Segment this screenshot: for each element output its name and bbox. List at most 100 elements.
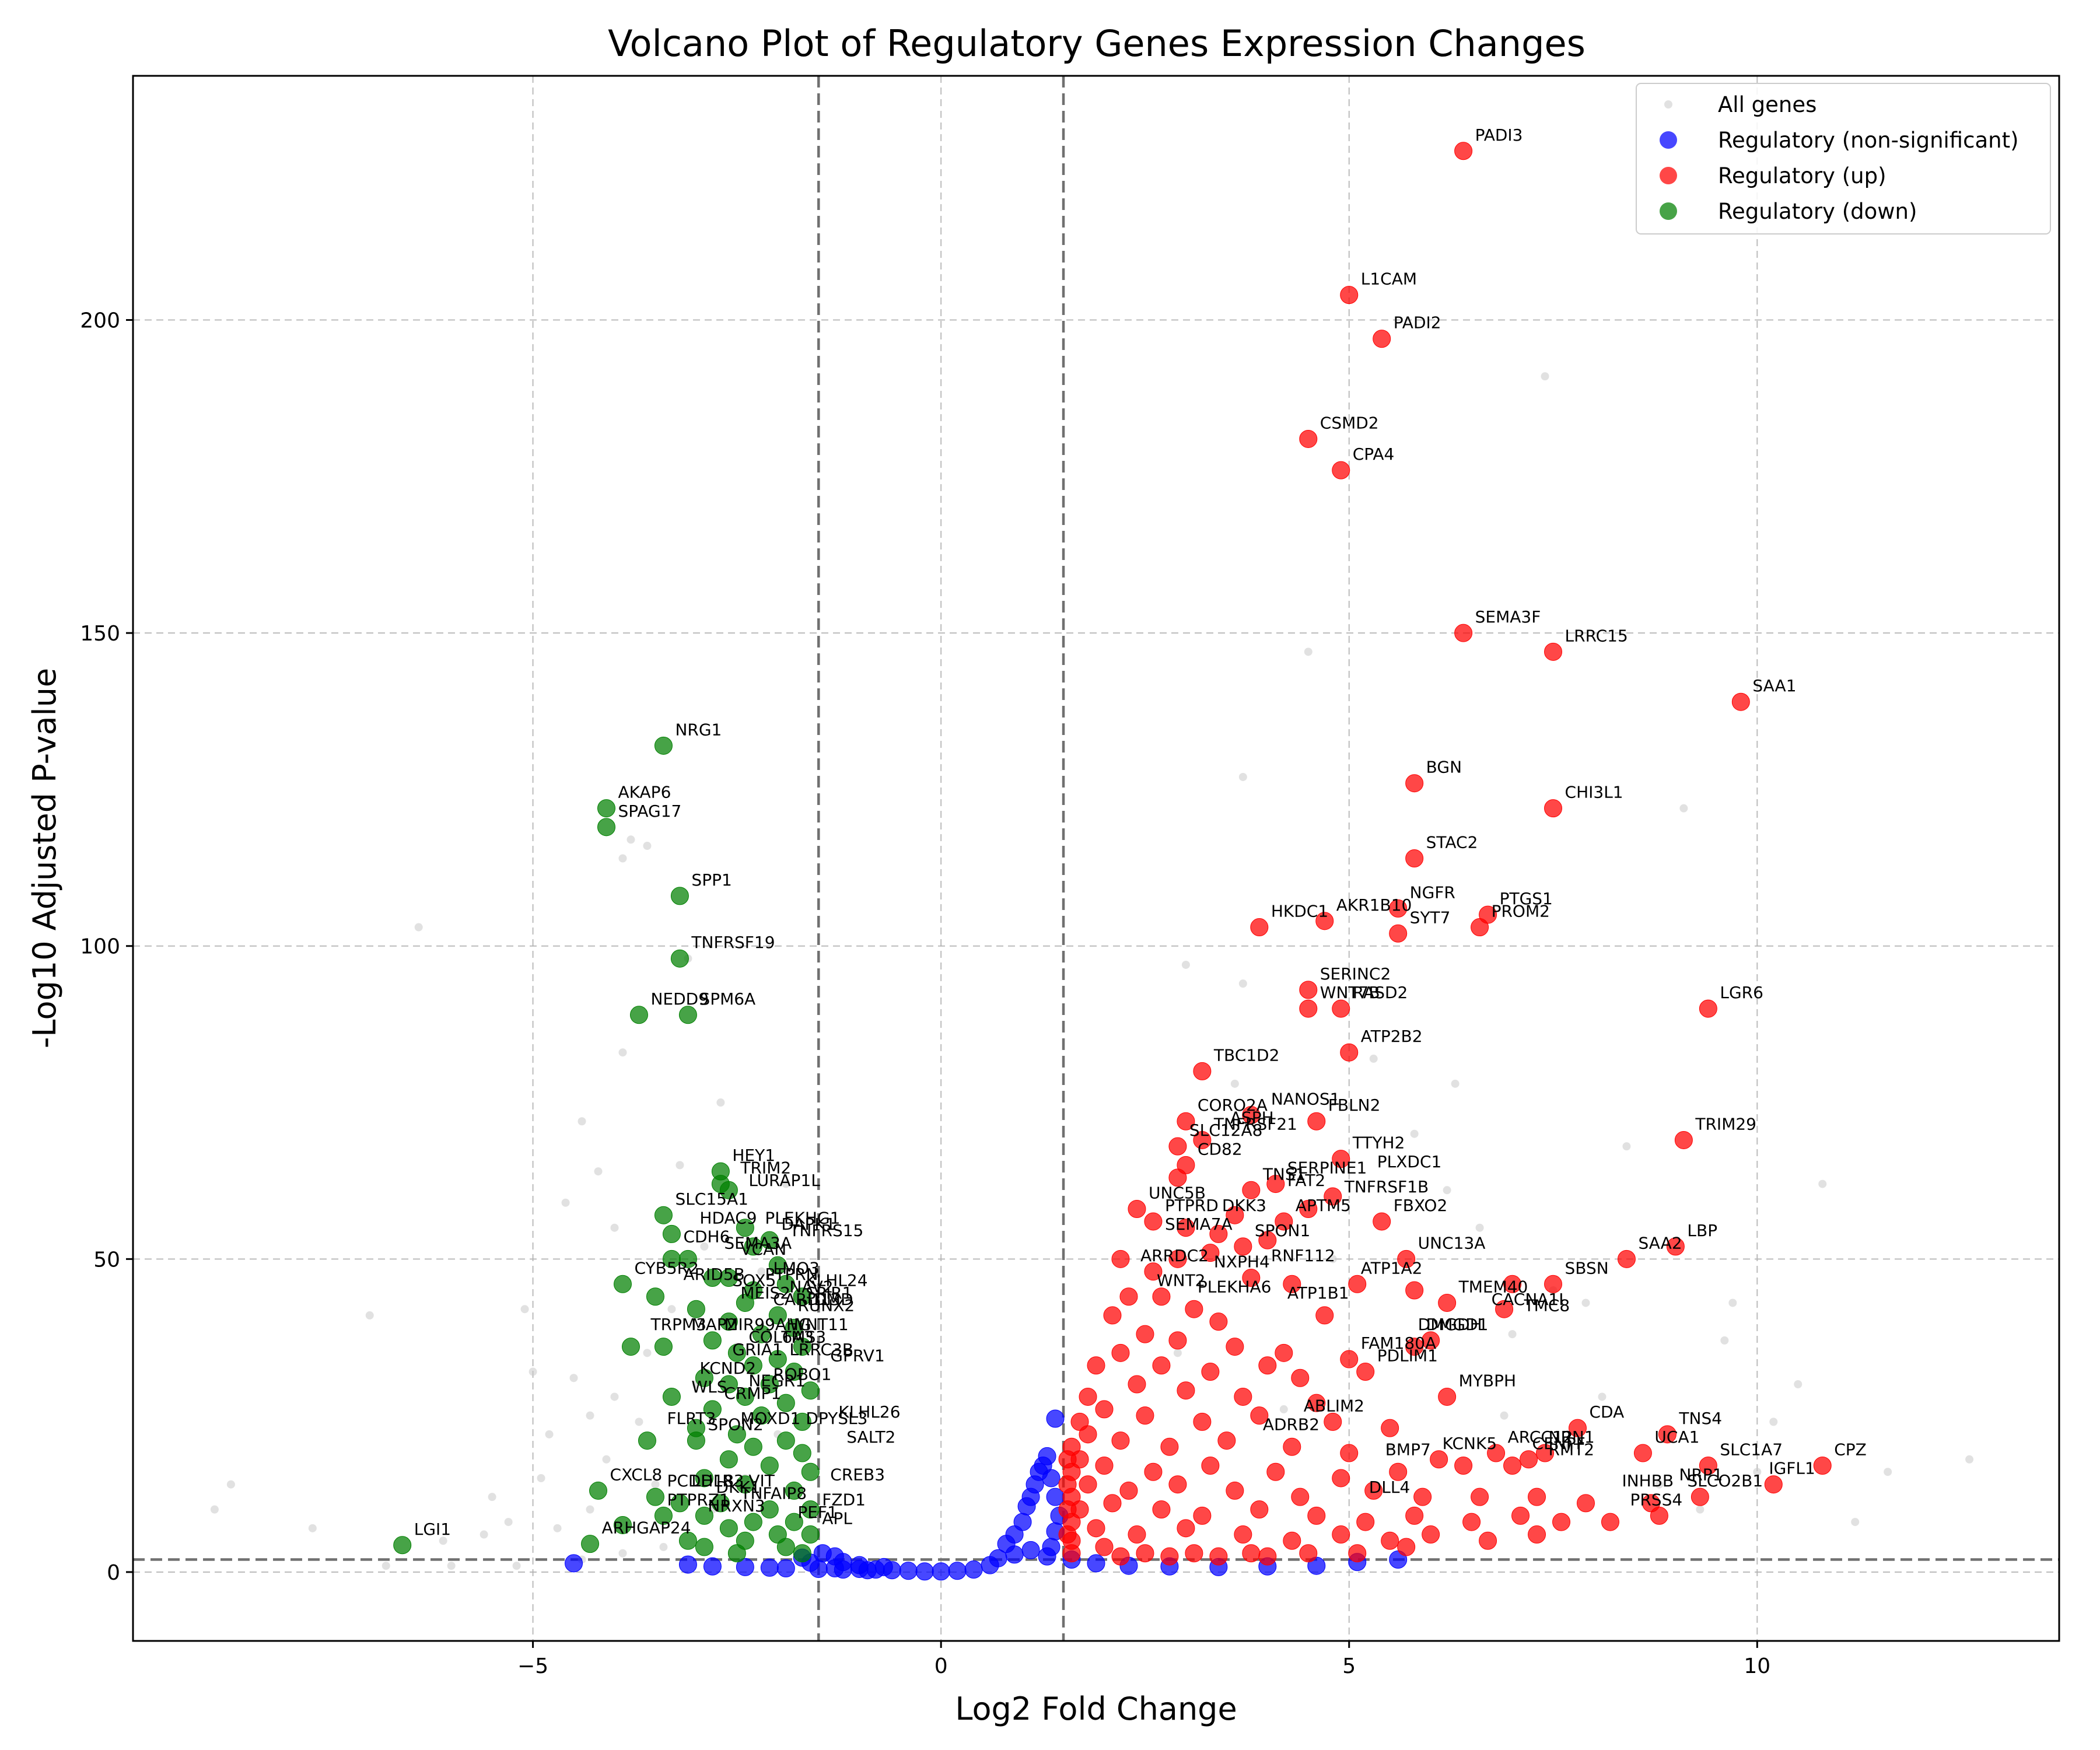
- gene-label: PLXDC1: [1377, 1152, 1442, 1171]
- data-point: [589, 1481, 608, 1500]
- gene-label: UCA1: [1654, 1427, 1699, 1447]
- data-point: [711, 1494, 730, 1513]
- data-point: [703, 1400, 722, 1419]
- gene-label: TNFRSF19: [691, 933, 775, 952]
- gene-label: FLRT3: [667, 1409, 716, 1428]
- data-point: [1283, 1275, 1301, 1293]
- gene-label: NEGR1: [748, 1371, 806, 1390]
- data-point: [744, 1356, 762, 1375]
- data-point: [1042, 1469, 1060, 1488]
- data-point: [695, 1538, 713, 1556]
- gene-label: BGN: [1426, 758, 1462, 777]
- data-point: [793, 1287, 811, 1306]
- x-tick-label: 10: [1744, 1654, 1770, 1678]
- data-point: [1576, 1494, 1595, 1513]
- data-point: [1332, 999, 1350, 1018]
- data-point: [1291, 1488, 1310, 1506]
- data-point: [1173, 1349, 1182, 1357]
- data-point: [1201, 1244, 1220, 1262]
- data-point: [635, 1418, 643, 1426]
- gene-label: SLC15A1: [675, 1189, 748, 1209]
- data-point: [1443, 1186, 1451, 1195]
- data-point: [629, 1006, 648, 1024]
- data-point: [1021, 1541, 1040, 1559]
- data-point: [1095, 1400, 1114, 1419]
- data-point: [1364, 1481, 1383, 1500]
- gene-label: TRIM2: [740, 1158, 791, 1178]
- data-point: [654, 1338, 673, 1356]
- gene-label: APTM5: [1296, 1196, 1351, 1215]
- data-point: [1307, 1394, 1326, 1412]
- gene-label: TMEM40: [1458, 1277, 1528, 1296]
- data-point: [1731, 692, 1750, 711]
- gene-label: FAT2: [1287, 1171, 1325, 1190]
- legend-label: All genes: [1718, 92, 1817, 117]
- gene-label: PTPRD: [1165, 1196, 1219, 1215]
- gene-label: MYBPH: [1459, 1371, 1516, 1390]
- data-point: [1528, 1488, 1546, 1506]
- data-point: [1315, 1306, 1334, 1325]
- gene-label: KLHL24: [806, 1271, 867, 1290]
- data-point: [1217, 1432, 1236, 1450]
- data-point: [1177, 1112, 1195, 1130]
- gene-label: SOX5: [732, 1271, 776, 1290]
- gene-label: SPON2: [708, 1415, 763, 1434]
- gene-label: CSMD2: [1320, 413, 1379, 432]
- data-point: [597, 818, 616, 836]
- data-point: [1617, 1250, 1636, 1268]
- data-point: [1152, 1500, 1171, 1519]
- gene-label: LBP: [1687, 1221, 1717, 1240]
- gene-label: UNC5B: [1149, 1183, 1206, 1202]
- data-point: [1168, 1475, 1187, 1494]
- data-point: [1275, 1343, 1293, 1362]
- data-point: [1422, 1331, 1440, 1350]
- data-point: [678, 1531, 697, 1550]
- data-point: [1528, 1525, 1546, 1544]
- gene-label: TNFAIP8: [740, 1484, 807, 1503]
- gene-label: PCDH18: [667, 1471, 734, 1490]
- data-point: [1405, 1281, 1424, 1300]
- data-point: [1601, 1513, 1619, 1531]
- data-point: [757, 1267, 766, 1276]
- data-point: [785, 1513, 803, 1531]
- gene-label: SEMA3F: [1475, 607, 1541, 626]
- data-point: [1699, 999, 1717, 1018]
- gene-label: SLC1A7: [1720, 1440, 1783, 1460]
- data-point: [1622, 1142, 1631, 1151]
- data-point: [1095, 1538, 1114, 1556]
- data-point: [1283, 1531, 1301, 1550]
- data-point: [1005, 1545, 1024, 1564]
- gene-label: SERPINE1: [1287, 1158, 1367, 1178]
- series-regulatory-non-significant: [565, 1409, 1408, 1581]
- gene-label: RASD2: [1353, 983, 1408, 1002]
- x-tick-label: 5: [1342, 1654, 1356, 1678]
- data-point: [1340, 286, 1359, 304]
- data-point: [1633, 1444, 1652, 1462]
- gene-label: RUNX2: [797, 1296, 855, 1315]
- gene-label: ATP2B2: [1361, 1027, 1423, 1046]
- data-point: [654, 1506, 673, 1525]
- gene-label: NRN1: [1549, 1427, 1595, 1447]
- gene-label: COL6A3: [748, 1327, 814, 1346]
- data-point: [1462, 1513, 1481, 1531]
- data-point: [1258, 1231, 1277, 1250]
- gene-label: CPZ: [1834, 1440, 1867, 1460]
- gene-label: PLEKHA6: [1198, 1277, 1272, 1296]
- data-point: [703, 1557, 722, 1576]
- data-point: [678, 1555, 697, 1574]
- data-point: [586, 1411, 594, 1420]
- data-point: [1058, 1500, 1077, 1519]
- gene-label: SPM6A: [699, 989, 755, 1009]
- data-point: [1226, 1338, 1244, 1356]
- gene-label: TNS4: [1678, 1409, 1722, 1428]
- gene-label: LMO3: [773, 1258, 820, 1278]
- data-point: [610, 1392, 619, 1401]
- data-point: [1650, 1506, 1668, 1525]
- data-point: [1503, 1275, 1522, 1293]
- data-point: [1430, 1450, 1448, 1469]
- data-point: [667, 1305, 676, 1314]
- gene-label: DAPK1: [781, 1214, 835, 1234]
- data-point: [393, 1536, 412, 1555]
- gene-label: SAA2: [1638, 1233, 1682, 1252]
- data-point: [776, 1394, 795, 1412]
